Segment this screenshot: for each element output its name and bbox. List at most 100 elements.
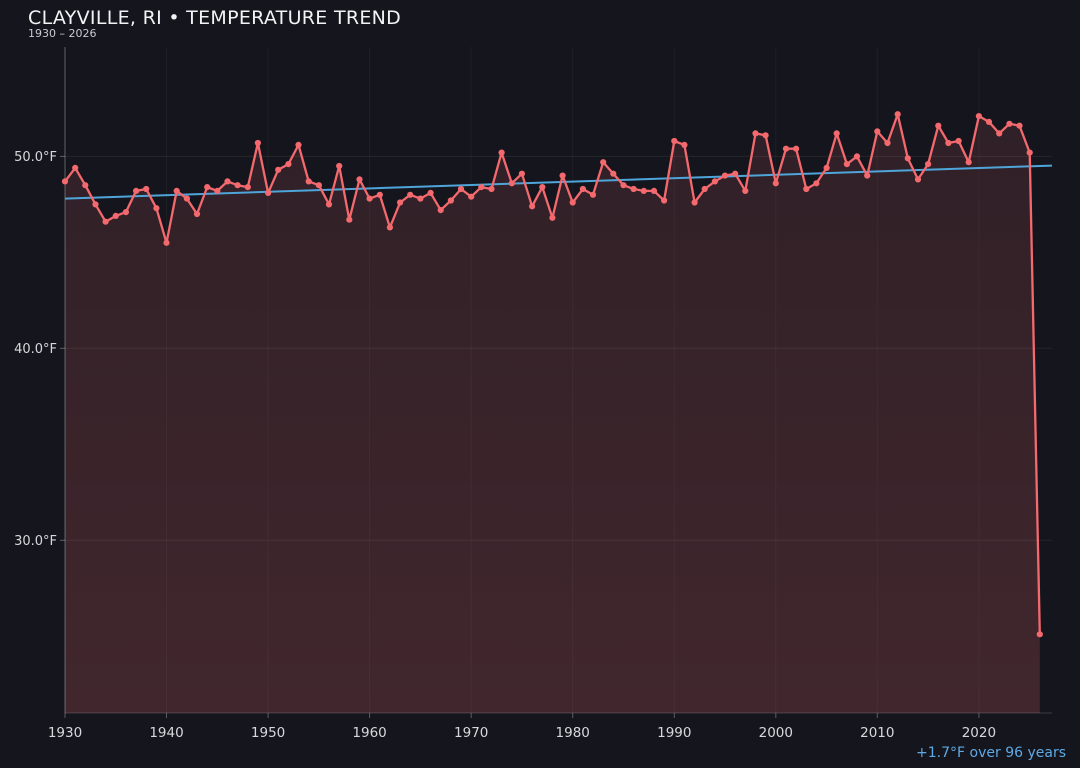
- data-point-marker: [559, 172, 566, 179]
- data-point-marker: [884, 139, 891, 147]
- data-point-marker: [793, 145, 800, 152]
- y-tick-label: 50.0°F: [14, 150, 57, 165]
- data-point-marker: [153, 205, 160, 212]
- data-point-marker: [498, 149, 505, 156]
- data-point-marker: [721, 172, 729, 179]
- data-point-marker: [579, 185, 587, 193]
- data-point-marker: [508, 180, 515, 187]
- data-point-marker: [224, 178, 231, 185]
- data-point-marker: [244, 184, 251, 191]
- chart-title: CLAYVILLE, RI • TEMPERATURE TREND: [28, 7, 402, 29]
- data-point-marker: [143, 185, 150, 193]
- data-point-marker: [935, 122, 942, 129]
- data-point-marker: [813, 180, 820, 187]
- data-point-marker: [214, 187, 221, 194]
- data-point-marker: [447, 197, 454, 204]
- data-point-marker: [72, 164, 79, 171]
- data-point-marker: [925, 161, 932, 168]
- data-point-marker: [376, 191, 383, 198]
- data-point-marker: [173, 187, 180, 194]
- data-point-marker: [650, 187, 658, 194]
- data-point-marker: [661, 197, 668, 204]
- data-point-marker: [285, 161, 292, 168]
- x-tick-label: 1990: [657, 725, 691, 741]
- data-point-marker: [61, 178, 69, 185]
- data-point-marker: [732, 170, 739, 177]
- data-point-marker: [193, 210, 201, 218]
- data-point-marker: [275, 166, 282, 173]
- data-point-marker: [254, 139, 261, 147]
- data-point-marker: [996, 130, 1003, 137]
- data-point-marker: [295, 141, 302, 148]
- data-point-marker: [742, 187, 749, 194]
- data-point-marker: [356, 176, 363, 183]
- x-tick-label: 2020: [962, 725, 996, 741]
- x-tick-label: 2000: [759, 725, 793, 741]
- data-point-marker: [366, 195, 373, 202]
- x-tick-label: 1970: [454, 725, 488, 741]
- data-point-marker: [204, 184, 211, 191]
- data-point-marker: [102, 218, 109, 225]
- data-point-marker: [955, 137, 962, 145]
- data-point-marker: [183, 195, 190, 202]
- data-point-marker: [112, 212, 119, 219]
- data-point-marker: [701, 185, 708, 193]
- data-point-marker: [853, 153, 861, 160]
- data-point-marker: [457, 185, 465, 193]
- data-point-marker: [711, 178, 719, 185]
- data-point-marker: [600, 159, 607, 166]
- data-point-marker: [691, 199, 698, 206]
- x-tick-label: 1980: [556, 725, 590, 741]
- data-point-marker: [1006, 120, 1013, 127]
- data-point-marker: [762, 132, 769, 139]
- data-point-marker: [975, 113, 983, 120]
- data-point-marker: [1026, 149, 1033, 156]
- data-point-marker: [82, 182, 89, 189]
- data-point-marker: [640, 187, 647, 194]
- data-point-marker: [569, 199, 576, 206]
- x-tick-label: 1930: [48, 725, 82, 741]
- data-point-marker: [945, 139, 952, 147]
- chart-subtitle: 1930 – 2026: [28, 27, 97, 40]
- data-point-marker: [671, 137, 678, 145]
- data-point-marker: [630, 185, 637, 193]
- data-point-marker: [417, 195, 424, 202]
- data-point-marker: [478, 184, 485, 191]
- data-point-marker: [1036, 631, 1043, 638]
- data-point-marker: [529, 203, 536, 210]
- data-point-marker: [833, 130, 840, 137]
- data-point-marker: [772, 180, 779, 187]
- data-point-marker: [427, 189, 434, 196]
- data-point-marker: [589, 191, 597, 198]
- trend-line: [64, 164, 1053, 200]
- x-tick-label: 1950: [251, 725, 285, 741]
- data-point-marker: [437, 207, 444, 214]
- data-point-marker: [133, 187, 140, 194]
- data-point-marker: [864, 172, 871, 179]
- data-point-marker: [397, 199, 404, 206]
- x-tick-label: 1960: [352, 725, 386, 741]
- data-point-marker: [305, 178, 312, 185]
- data-point-marker: [803, 185, 810, 193]
- data-point-marker: [234, 182, 241, 189]
- data-point-marker: [518, 170, 526, 177]
- data-point-marker: [823, 164, 830, 171]
- trend-summary-annotation: +1.7°F over 96 years: [916, 745, 1066, 761]
- data-point-marker: [549, 214, 556, 221]
- data-point-marker: [122, 209, 129, 216]
- area-fill: [65, 114, 1040, 713]
- y-tick-label: 30.0°F: [14, 534, 57, 549]
- data-point-marker: [163, 239, 170, 246]
- data-point-marker: [914, 176, 922, 183]
- data-point-marker: [894, 111, 901, 118]
- data-point-marker: [620, 182, 627, 189]
- data-point-marker: [681, 141, 688, 148]
- data-point-marker: [468, 193, 475, 200]
- data-point-marker: [325, 201, 333, 208]
- data-point-marker: [874, 128, 881, 135]
- data-point-marker: [386, 224, 393, 231]
- data-point-marker: [610, 170, 617, 177]
- data-point-marker: [407, 191, 414, 198]
